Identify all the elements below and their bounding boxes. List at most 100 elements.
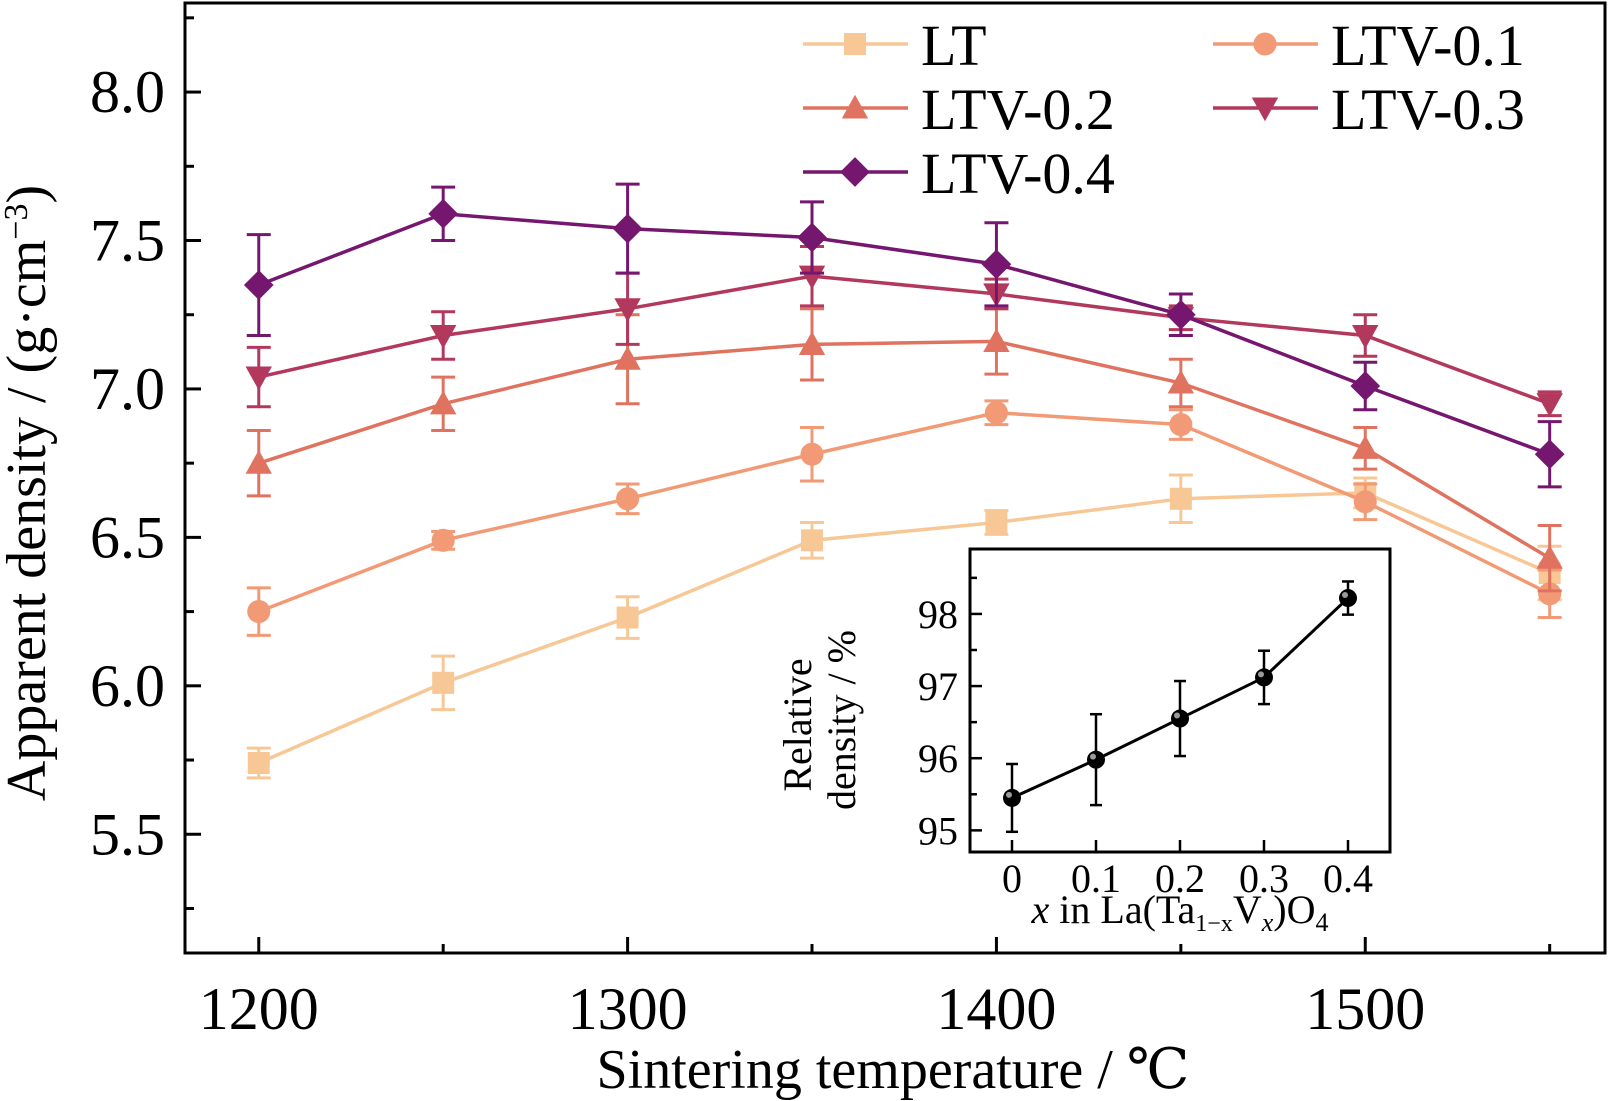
legend-marker <box>841 94 869 119</box>
inset-y-axis-title: Relative density / % <box>775 630 864 810</box>
data-point <box>616 487 640 511</box>
data-point <box>985 511 1008 534</box>
inset-data-point-highlight <box>1342 592 1348 599</box>
data-point <box>798 331 826 355</box>
data-point <box>1169 487 1192 510</box>
y-tick-label: 5.5 <box>90 801 165 867</box>
y-tick-label: 8.0 <box>90 59 165 125</box>
legend-marker <box>1251 97 1279 122</box>
inset-data-point <box>1087 750 1105 769</box>
series-ltv-0-2 <box>245 307 1563 593</box>
data-point <box>1534 439 1565 470</box>
data-point <box>1352 324 1379 349</box>
series-line-ltv-0-4 <box>258 212 1551 456</box>
data-point <box>247 600 271 624</box>
legend: LT LTV-0.1 LTV-0.2 LTV-0.3 LTV-0.4 <box>803 13 1525 206</box>
inset-y-tick-label: 98 <box>918 592 958 637</box>
series-line-ltv-0-2 <box>258 339 1551 560</box>
legend-marker <box>840 157 870 187</box>
data-point <box>1352 435 1379 459</box>
inset-x-tick-label: 0.2 <box>1155 856 1205 901</box>
data-point <box>432 671 455 694</box>
data-point <box>1169 413 1193 437</box>
legend-marker <box>1253 32 1277 56</box>
legend-label: LTV-0.2 <box>921 77 1115 142</box>
data-point <box>428 198 459 229</box>
inset-series <box>1003 580 1357 834</box>
y-tick-label: 7.0 <box>90 356 165 422</box>
series-line-ltv-0-1 <box>258 410 1551 614</box>
data-point <box>1350 371 1381 401</box>
y-tick-label: 7.5 <box>90 208 165 274</box>
series-ltv-0-4 <box>243 182 1565 489</box>
inset-data-point <box>1171 709 1189 728</box>
data-point <box>614 346 641 370</box>
inset-data-point-highlight <box>1090 753 1096 760</box>
legend-label: LT <box>921 13 987 78</box>
data-point <box>1536 544 1563 569</box>
y-tick-label: 6.5 <box>90 504 165 570</box>
inset-x-tick-label: 0.3 <box>1239 856 1289 901</box>
inset-data-point <box>1339 589 1357 608</box>
data-point <box>1538 582 1562 606</box>
y-axis-title: Apparent density / (g·cm−3) <box>0 185 58 801</box>
data-point <box>612 213 643 244</box>
data-point <box>429 324 457 349</box>
main-series <box>243 182 1565 780</box>
x-tick-label: 1400 <box>936 976 1056 1042</box>
main-axes: 5.5 6.0 6.5 7.0 7.5 8.0 1200 1300 1400 1500 <box>90 16 1552 1042</box>
legend-item-ltv-0-2: LTV-0.2 <box>803 77 1115 142</box>
data-point <box>1536 393 1563 417</box>
data-point <box>798 265 826 290</box>
inset-data-point-highlight <box>1174 712 1180 719</box>
data-point <box>431 528 455 552</box>
series-line-ltv-0-3 <box>258 274 1551 406</box>
inset-data-point <box>1255 668 1273 687</box>
inset-plot: 95 96 97 98 0 0.1 0.2 0.3 0.4 x in La(Ta1−xVx)O4… <box>775 547 1392 937</box>
x-tick-label: 1200 <box>199 976 319 1042</box>
legend-label: LTV-0.4 <box>921 141 1115 206</box>
legend-marker <box>844 33 866 55</box>
inset-y-tick-label: 95 <box>918 808 958 853</box>
data-point <box>243 270 274 300</box>
inset-x-tick-label: 0.1 <box>1071 856 1121 901</box>
series-ltv-0-1 <box>246 399 1562 637</box>
y-tick-label: 6.0 <box>90 653 165 719</box>
data-point <box>245 449 272 474</box>
x-tick-label: 1300 <box>568 976 688 1042</box>
inset-axes: 95 96 97 98 0 0.1 0.2 0.3 0.4 <box>918 576 1373 901</box>
x-axis-title: Sintering temperature / ℃ <box>597 1039 1190 1101</box>
inset-x-tick-label: 0.4 <box>1323 856 1373 901</box>
data-point <box>616 606 639 629</box>
legend-item-ltv-0-4: LTV-0.4 <box>803 141 1115 206</box>
data-point <box>797 222 827 253</box>
inset-y-tick-label: 96 <box>918 736 958 781</box>
x-tick-label: 1500 <box>1305 976 1425 1042</box>
data-point <box>800 442 824 466</box>
legend-label: LTV-0.3 <box>1331 77 1525 142</box>
data-point <box>1353 490 1377 514</box>
data-point <box>981 249 1012 280</box>
legend-label: LTV-0.1 <box>1331 13 1525 78</box>
data-point <box>614 298 641 322</box>
data-point <box>247 752 270 774</box>
data-point <box>801 529 824 552</box>
inset-data-point <box>1003 788 1021 807</box>
legend-item-ltv-0-3: LTV-0.3 <box>1213 77 1525 142</box>
inset-data-point-highlight <box>1258 671 1264 678</box>
main-plot-frame <box>183 1 1607 955</box>
data-point <box>429 390 457 415</box>
data-point <box>245 366 272 391</box>
legend-item-lt: LT <box>803 13 987 78</box>
y-axis-title-exponent: −3 <box>0 204 35 240</box>
legend-item-ltv-0-1: LTV-0.1 <box>1213 13 1525 78</box>
data-point <box>1167 369 1195 394</box>
inset-x-tick-label: 0 <box>1002 856 1022 901</box>
inset-data-point-highlight <box>1006 791 1012 798</box>
series-line-lt <box>258 491 1551 765</box>
inset-x-axis-title: x in La(Ta1−xVx)O4 <box>1031 887 1329 937</box>
data-point <box>984 401 1008 425</box>
inset-y-tick-label: 97 <box>918 664 958 709</box>
